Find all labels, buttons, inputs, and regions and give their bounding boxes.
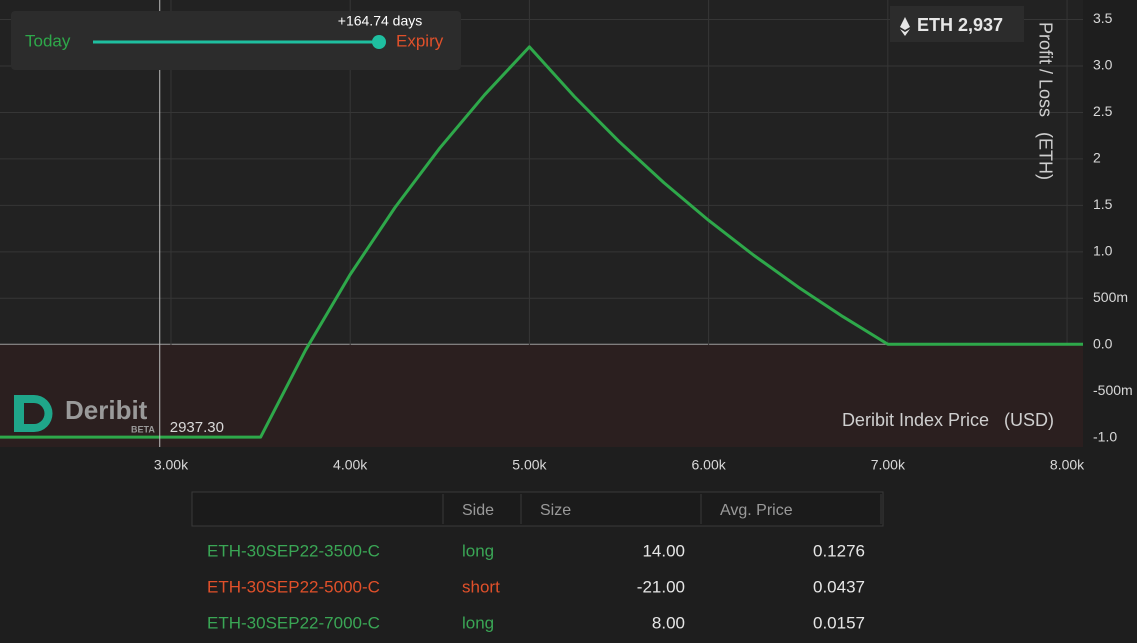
index-badge	[890, 6, 1024, 42]
y-tick-label: 3.5	[1093, 10, 1113, 26]
avg-price: 0.1276	[813, 541, 865, 560]
logo-mark	[24, 395, 53, 432]
logo: Deribit BETA	[14, 395, 155, 434]
slider-handle[interactable]	[372, 35, 386, 49]
size: 14.00	[642, 541, 685, 560]
column-header: Side	[462, 502, 494, 519]
eth-icon	[900, 17, 910, 36]
instrument: ETH-30SEP22-5000-C	[207, 577, 380, 596]
x-tick-label: 3.00k	[154, 457, 189, 473]
pnl-line	[0, 45, 1083, 439]
instrument: ETH-30SEP22-7000-C	[207, 613, 380, 632]
y-tick-label: 3.0	[1093, 57, 1113, 73]
x-tick-label: 6.00k	[691, 457, 726, 473]
side: long	[462, 613, 494, 632]
x-tick-label: 5.00k	[512, 457, 547, 473]
slider-value: +164.74 days	[338, 13, 422, 29]
size: -21.00	[637, 577, 685, 596]
slider-start[interactable]: Today	[25, 31, 71, 50]
x-tick-label: 4.00k	[333, 457, 368, 473]
logo-text: Deribit	[65, 395, 148, 425]
x-tick-label: 7.00k	[871, 457, 906, 473]
side: long	[462, 541, 494, 560]
y-tick-label: 1.0	[1093, 243, 1113, 259]
y-axis-title: Profit / Loss (ETH)	[1035, 22, 1055, 180]
y-tick-label: 2	[1093, 150, 1101, 166]
table-header	[191, 491, 884, 527]
y-tick-label: -500m	[1093, 382, 1133, 398]
y-tick-label: 0.0	[1093, 335, 1113, 351]
loss-region	[0, 344, 1083, 447]
side: short	[462, 577, 500, 596]
slider-end[interactable]: Expiry	[396, 31, 444, 50]
avg-price: 0.0157	[813, 613, 865, 632]
y-tick-label: 1.5	[1093, 196, 1113, 212]
y-tick-label: 500m	[1093, 289, 1128, 305]
x-axis-title: Deribit Index Price (USD)	[842, 410, 1054, 430]
crosshair-label: 2937.30	[170, 419, 224, 436]
logo-badge: BETA	[131, 424, 155, 434]
index-price: ETH 2,937	[917, 15, 1003, 35]
logo-mark	[14, 395, 24, 432]
column-header: Size	[540, 502, 571, 519]
y-tick-label: 2.5	[1093, 103, 1113, 119]
instrument: ETH-30SEP22-3500-C	[207, 541, 380, 560]
y-tick-label: -1.0	[1093, 428, 1117, 444]
column-header: Avg. Price	[720, 502, 793, 519]
avg-price: 0.0437	[813, 577, 865, 596]
x-tick-label: 8.00k	[1050, 457, 1085, 473]
size: 8.00	[652, 613, 685, 632]
